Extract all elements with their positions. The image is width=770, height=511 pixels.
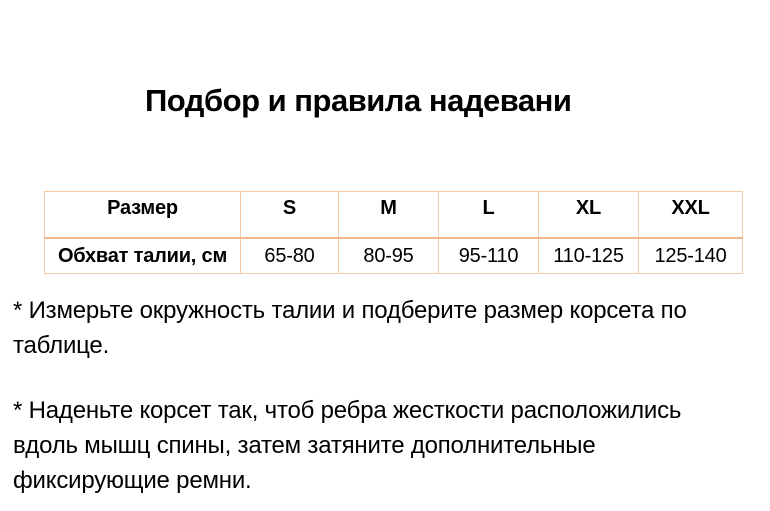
table-row-waist: Обхват талии, см 65-80 80-95 95-110 110-… — [44, 237, 743, 274]
column-header-xxl: XXL — [638, 191, 743, 239]
size-table-header-row: Размер S M L XL XXL — [44, 191, 743, 239]
page-title: Подбор и правила надевани — [145, 83, 572, 118]
note-line: фиксирующие ремни. — [13, 467, 252, 494]
size-table: Размер S M L XL XXL Обхват талии, см 65-… — [44, 191, 743, 274]
waist-value-l: 95-110 — [438, 237, 539, 274]
note-measure: * Измерьте окружность талии и подберите … — [13, 293, 687, 363]
column-header-l: L — [438, 191, 539, 239]
waist-value-xxl: 125-140 — [638, 237, 743, 274]
waist-value-xl: 110-125 — [538, 237, 639, 274]
note-line: вдоль мышц спины, затем затяните дополни… — [13, 432, 596, 459]
column-header-m: M — [338, 191, 439, 239]
column-header-s: S — [240, 191, 339, 239]
waist-value-m: 80-95 — [338, 237, 439, 274]
waist-value-s: 65-80 — [240, 237, 339, 274]
note-line: * Наденьте корсет так, чтоб ребра жестко… — [13, 397, 682, 424]
column-header-size: Размер — [44, 191, 241, 239]
column-header-xl: XL — [538, 191, 639, 239]
note-line: * Измерьте окружность талии и подберите … — [13, 297, 687, 324]
note-wearing: * Наденьте корсет так, чтоб ребра жестко… — [13, 393, 681, 498]
note-line: таблице. — [13, 332, 110, 359]
row-label-waist: Обхват талии, см — [44, 237, 241, 274]
